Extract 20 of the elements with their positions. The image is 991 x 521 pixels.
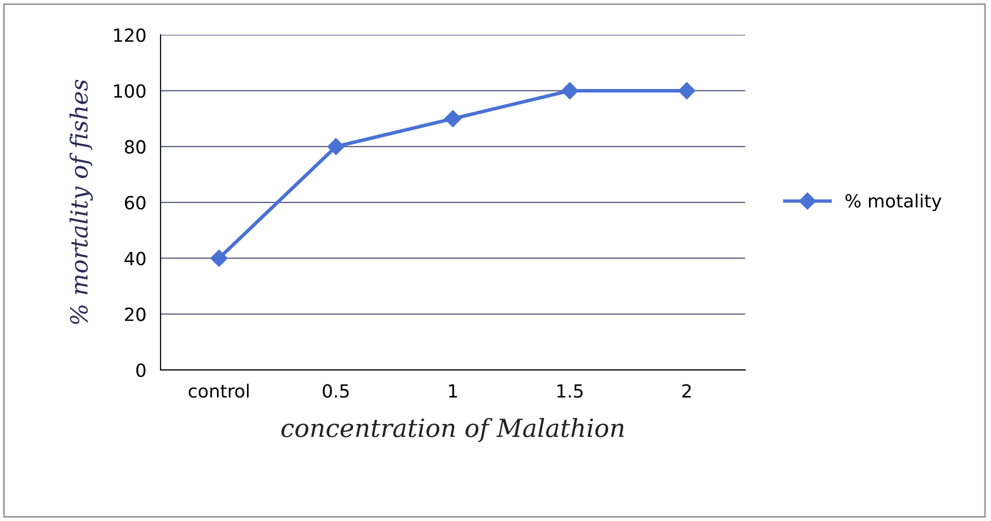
y-tick-label: 80: [124, 140, 146, 154]
x-axis-title: concentration of Malathion: [281, 418, 624, 442]
x-tick-label: 0.5: [322, 384, 349, 398]
y-axis-title: % mortality of fishes: [70, 80, 93, 324]
y-tick-label: 40: [124, 252, 146, 266]
x-tick-label: control: [188, 384, 249, 398]
point: [561, 82, 578, 100]
x-tick-label: 1.5: [557, 384, 583, 398]
point: [210, 250, 228, 267]
x-tick-label: 1: [449, 384, 457, 398]
legend-label: % motality: [845, 194, 942, 212]
point: [444, 110, 462, 128]
point: [678, 82, 696, 100]
y-tick-label: 60: [124, 196, 146, 210]
y-tick-label: 20: [125, 308, 146, 322]
y-tick-label: 0: [136, 363, 146, 378]
x-tick-label: 2: [682, 384, 691, 398]
y-tick-label: 100: [114, 84, 146, 98]
y-tick-label: 120: [114, 28, 146, 42]
point: [327, 138, 344, 156]
